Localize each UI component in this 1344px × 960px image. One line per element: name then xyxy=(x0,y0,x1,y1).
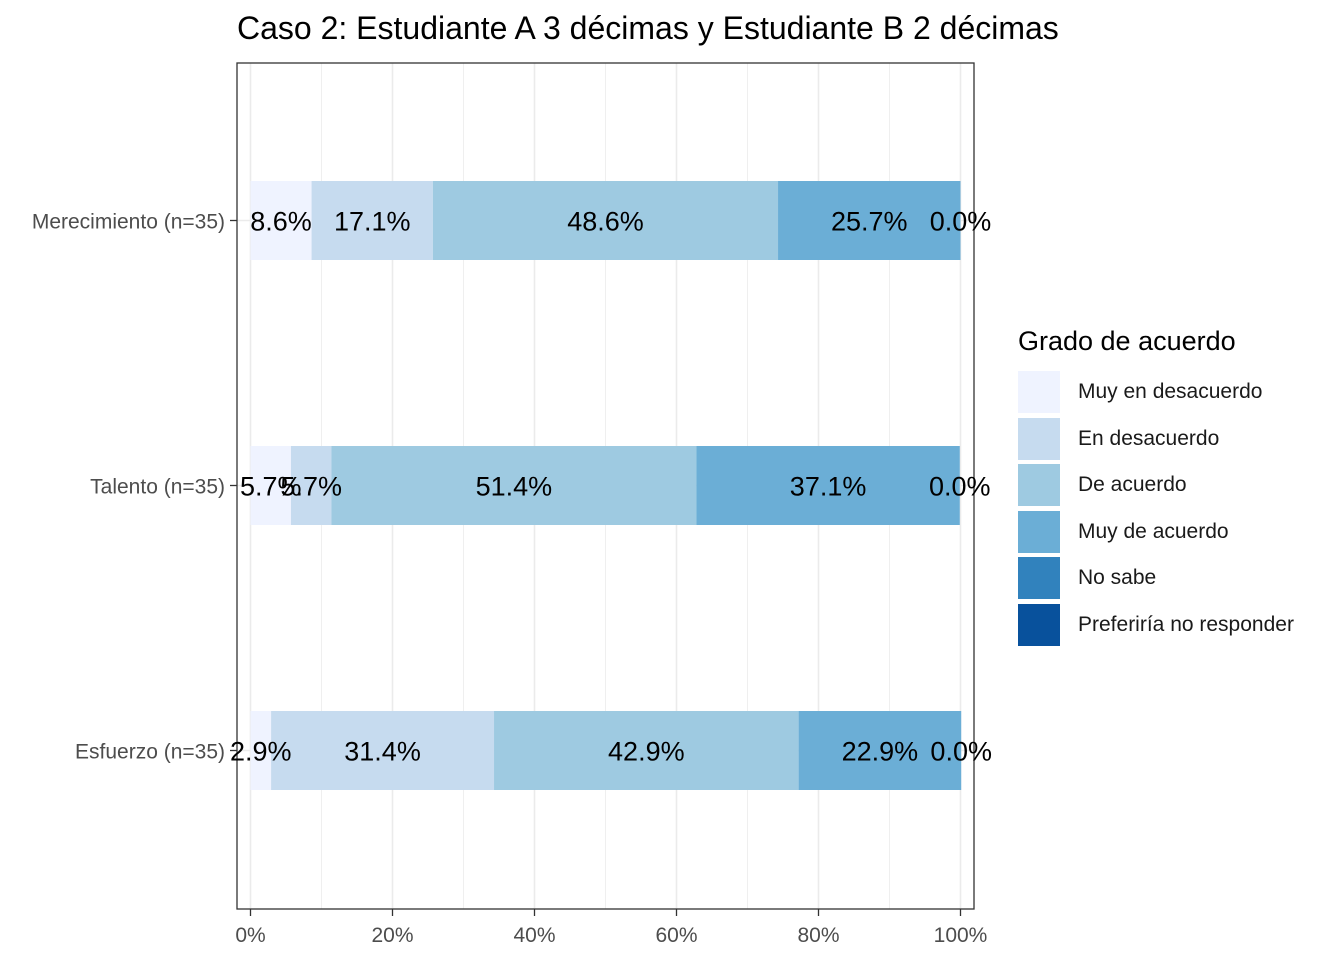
legend-key xyxy=(1018,371,1060,414)
data-label: 31.4% xyxy=(344,737,421,767)
bar-segment xyxy=(778,181,961,260)
bar-segment xyxy=(696,446,960,525)
legend-key xyxy=(1018,557,1060,600)
legend-label: De acuerdo xyxy=(1078,473,1187,497)
x-tick-label: 40% xyxy=(513,924,555,947)
legend-label: Muy de acuerdo xyxy=(1078,519,1229,543)
x-tick-label: 100% xyxy=(934,924,988,947)
bar-segment xyxy=(290,446,332,525)
bar-segment xyxy=(494,711,799,790)
bar-segment xyxy=(271,711,495,790)
legend-item: Muy de acuerdo xyxy=(1018,509,1294,556)
x-tick-label: 60% xyxy=(655,924,697,947)
bar-segment xyxy=(331,446,697,525)
legend-item: En desacuerdo xyxy=(1018,416,1294,463)
legend: Grado de acuerdo Muy en desacuerdo En des… xyxy=(1018,326,1294,648)
legend-key xyxy=(1018,464,1060,507)
bar-segment xyxy=(311,181,433,260)
data-label: 48.6% xyxy=(567,207,644,237)
legend-key xyxy=(1018,417,1060,460)
legend-label: No sabe xyxy=(1078,566,1157,590)
legend-item: De acuerdo xyxy=(1018,462,1294,509)
bar-segment xyxy=(250,711,272,790)
legend-item: Muy en desacuerdo xyxy=(1018,369,1294,416)
legend-title: Grado de acuerdo xyxy=(1018,326,1236,356)
data-label: 37.1% xyxy=(790,472,867,502)
bar-segment xyxy=(250,446,291,525)
chart-title: Caso 2: Estudiante A 3 décimas y Estudia… xyxy=(237,10,1059,46)
data-label: 0.0% xyxy=(930,207,992,237)
data-label: 5.7% xyxy=(240,472,302,502)
legend-items: Muy en desacuerdo En desacuerdo De acuerdo… xyxy=(1018,369,1294,648)
bar-segment xyxy=(432,181,779,260)
data-label: 8.6% xyxy=(250,207,312,237)
legend-item: No sabe xyxy=(1018,555,1294,602)
data-label: 17.1% xyxy=(334,207,411,237)
legend-key xyxy=(1018,510,1060,553)
legend-label: En desacuerdo xyxy=(1078,426,1220,450)
x-tick-label: 0% xyxy=(235,924,265,947)
data-label: 5.7% xyxy=(280,472,342,502)
x-tick-label: 80% xyxy=(797,924,839,947)
data-label: 42.9% xyxy=(608,737,685,767)
bar-segment xyxy=(250,181,312,260)
data-label: 0.0% xyxy=(929,472,991,502)
data-label: 51.4% xyxy=(476,472,553,502)
bar-segment xyxy=(798,711,962,790)
legend-label: Preferiría no responder xyxy=(1078,612,1294,636)
legend-label: Muy en desacuerdo xyxy=(1078,380,1263,404)
data-label: 22.9% xyxy=(842,737,919,767)
data-label: 0.0% xyxy=(930,737,992,767)
y-tick-label: Esfuerzo (n=35) xyxy=(75,741,225,764)
legend-item: Preferiría no responder xyxy=(1018,602,1294,649)
y-tick-label: Talento (n=35) xyxy=(90,476,225,499)
data-label: 25.7% xyxy=(831,207,908,237)
y-tick-label: Merecimiento (n=35) xyxy=(32,211,225,234)
x-tick-label: 20% xyxy=(371,924,413,947)
legend-key xyxy=(1018,603,1060,646)
data-label: 2.9% xyxy=(230,737,292,767)
